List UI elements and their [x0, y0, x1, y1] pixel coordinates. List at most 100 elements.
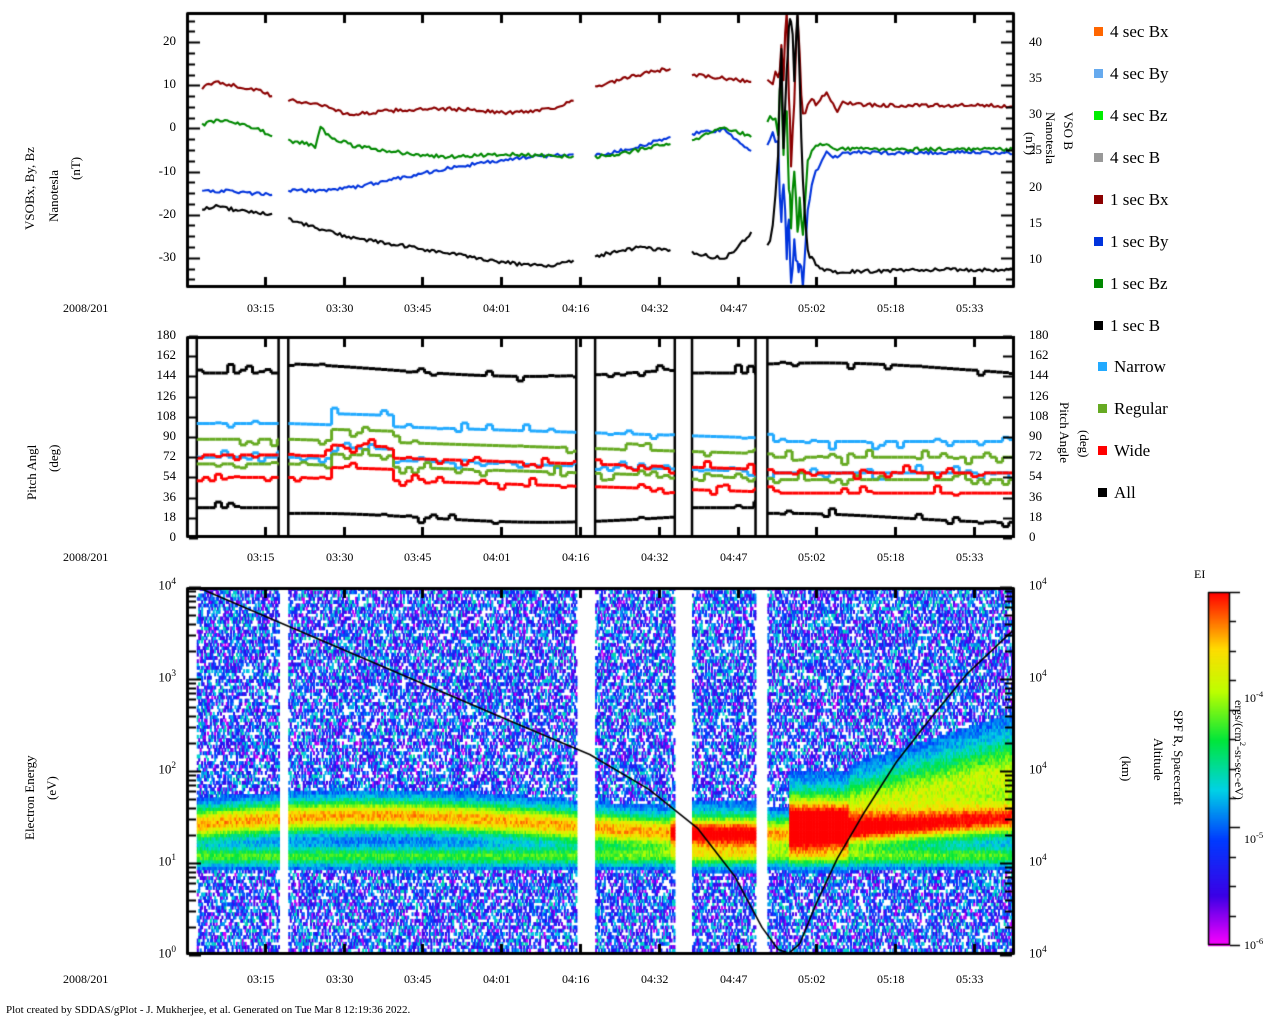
pitch-ylabel-left-2: (deg) [46, 444, 61, 472]
mag-ytick-right: 25 [1029, 142, 1042, 158]
time-tick: 05:02 [798, 550, 826, 564]
legend-label: Wide [1114, 440, 1151, 460]
spec-ytick-right: 104 [1029, 761, 1047, 777]
time-tick: 03:45 [404, 972, 432, 986]
spec-ylabel-right-3: (km) [1119, 756, 1134, 782]
pitch-ytick-left: 54 [163, 468, 176, 484]
legend-label: 1 sec B [1110, 315, 1161, 335]
colorbar-tick: 10-5 [1244, 830, 1264, 847]
legend-item-4-sec-by[interactable]: 4 sec By [1094, 52, 1274, 94]
pitch-ytick-left: 36 [163, 488, 176, 504]
time-tick: 04:47 [720, 550, 748, 564]
spec-date-label: 2008/201 [63, 972, 109, 986]
time-tick: 05:18 [877, 972, 905, 986]
spec-ytick-left: 102 [158, 761, 176, 777]
spec-ytick-left: 100 [158, 945, 176, 961]
pitch-ytick-right: 72 [1029, 448, 1042, 464]
time-tick: 04:01 [483, 550, 511, 564]
legend-swatch [1098, 487, 1107, 497]
legend-label: 4 sec B [1110, 147, 1161, 167]
pitch-ytick-left: 90 [163, 428, 176, 443]
legend-item-wide[interactable]: Wide [1094, 429, 1274, 471]
pitch-date-label: 2008/201 [63, 550, 109, 564]
spec-ylabel-right: SPF R, Spacecraft [1171, 710, 1186, 805]
legend-swatch [1094, 110, 1103, 120]
pitch-ytick-left: 180 [156, 327, 177, 342]
legend-label: All [1114, 482, 1136, 502]
spec-ytick-left: 104 [158, 577, 176, 593]
pitch-ytick-left: 162 [156, 347, 177, 363]
legend-swatch [1094, 320, 1103, 330]
mag-date-label: 2008/201 [63, 301, 109, 315]
time-tick: 04:47 [720, 972, 748, 986]
legend-label: 1 sec Bz [1110, 273, 1168, 293]
spec-ylabel-left-2: (eV) [44, 776, 59, 800]
pitch-ytick-right: 0 [1029, 529, 1036, 544]
mag-ytick-left: 20 [163, 33, 176, 49]
mag-ylabel-right: VSO B [1061, 112, 1076, 150]
legend-item-1-sec-by[interactable]: 1 sec By [1094, 220, 1274, 262]
pitch-ytick-left: 126 [156, 387, 177, 403]
time-tick: 03:15 [247, 301, 275, 315]
time-tick: 05:33 [956, 550, 984, 564]
legend-pitch-angle: Narrow Regular Wide All [1094, 345, 1274, 513]
mag-ytick-left: -20 [158, 205, 176, 221]
legend-item-1-sec-b[interactable]: 1 sec B [1094, 304, 1274, 346]
time-tick: 04:16 [562, 972, 590, 986]
time-tick: 04:16 [562, 550, 590, 564]
legend-item-4-sec-b[interactable]: 4 sec B [1094, 136, 1274, 178]
time-tick: 04:16 [562, 301, 590, 315]
pitch-ytick-right: 126 [1029, 387, 1049, 403]
colorbar-units: ergs/(cm2-sr-sec-eV) [1231, 700, 1248, 800]
time-tick: 03:30 [326, 550, 354, 564]
pitch-ylabel-right: Pitch Angle [1057, 402, 1072, 464]
legend-item-all[interactable]: All [1094, 471, 1274, 513]
pitch-ytick-right: 144 [1029, 367, 1049, 383]
pitch-ytick-left: 18 [163, 508, 176, 524]
spec-ytick-right: 104 [1029, 945, 1047, 961]
footer-credit: Plot created by SDDAS/gPlot - J. Mukherj… [6, 1004, 411, 1016]
time-tick: 03:45 [404, 301, 432, 315]
pitch-ylabel-left: Pitch Angl [24, 444, 39, 500]
legend-item-narrow[interactable]: Narrow [1094, 345, 1274, 387]
legend-label: 4 sec Bx [1110, 21, 1169, 41]
time-tick: 05:33 [956, 301, 984, 315]
mag-ytick-right: 10 [1029, 251, 1042, 267]
pitch-ytick-left: 0 [169, 529, 177, 544]
time-tick: 03:30 [326, 972, 354, 986]
legend-item-1-sec-bz[interactable]: 1 sec Bz [1094, 262, 1274, 304]
time-tick: 05:02 [798, 301, 826, 315]
mag-ytick-left: 10 [163, 76, 176, 92]
legend-label: Narrow [1114, 356, 1166, 376]
legend-swatch [1094, 26, 1103, 36]
legend-item-4-sec-bz[interactable]: 4 sec Bz [1094, 94, 1274, 136]
pitch-ytick-right: 162 [1029, 347, 1049, 363]
pitch-ytick-left: 72 [163, 448, 176, 464]
time-tick: 03:15 [247, 550, 275, 564]
mag-ylabel-right-2: Nanotesla [1043, 112, 1058, 164]
mag-ytick-left: 0 [169, 119, 177, 135]
mag-ytick-right: 15 [1029, 215, 1042, 231]
legend-item-1-sec-bx[interactable]: 1 sec Bx [1094, 178, 1274, 220]
time-tick: 04:32 [641, 972, 669, 986]
spec-ylabel-right-2: Altitude [1151, 738, 1166, 781]
legend-swatch [1094, 68, 1103, 78]
spec-ytick-right: 104 [1029, 577, 1047, 593]
spec-ytick-left: 103 [158, 669, 176, 685]
spec-ytick-right: 104 [1029, 853, 1047, 869]
time-tick: 05:18 [877, 550, 905, 564]
pitch-ytick-right: 54 [1029, 468, 1042, 484]
pitch-ytick-right: 18 [1029, 508, 1042, 524]
colorbar-tick: 10-4 [1244, 688, 1264, 705]
legend-magnetic: 4 sec Bx 4 sec By 4 sec Bz 4 sec B 1 sec… [1094, 10, 1274, 346]
spec-ylabel-left: Electron Energy [22, 755, 37, 840]
legend-item-regular[interactable]: Regular [1094, 387, 1274, 429]
pitch-ytick-right: 108 [1029, 407, 1049, 423]
legend-item-4-sec-bx[interactable]: 4 sec Bx [1094, 10, 1274, 52]
colorbar-title: EI [1194, 567, 1206, 581]
legend-label: Regular [1114, 398, 1168, 418]
legend-label: 4 sec By [1110, 63, 1169, 83]
legend-label: 1 sec By [1110, 231, 1169, 251]
